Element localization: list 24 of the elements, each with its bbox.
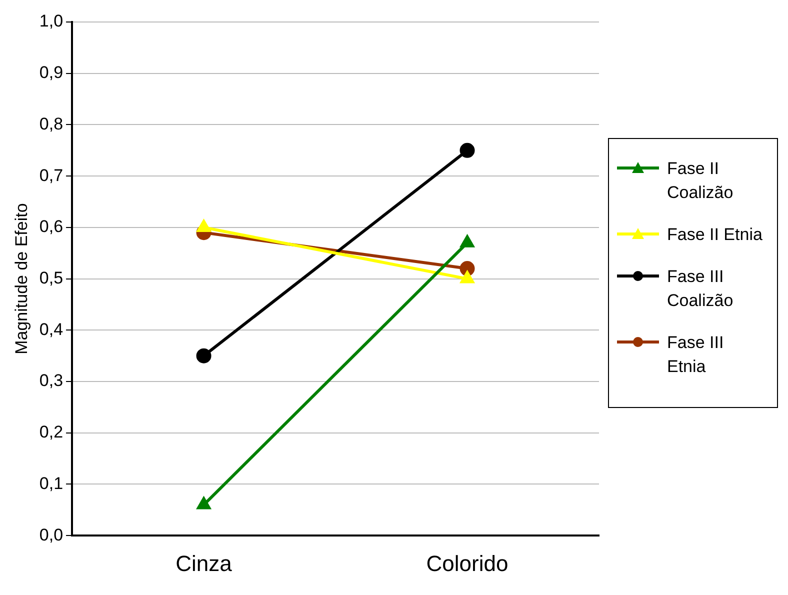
point: [196, 348, 212, 364]
point: [460, 271, 474, 284]
legend-label: Fase III Coalizão: [667, 266, 734, 312]
point: [460, 235, 474, 248]
y-tick-label: 0,8: [39, 114, 64, 134]
y-tick-label: 0,5: [39, 268, 64, 288]
y-tick-label: 1,0: [39, 12, 64, 31]
y-tick-label: 0,4: [39, 320, 64, 339]
legend-label: Fase II Etnia: [667, 224, 764, 246]
x-tick-label: Cinza: [176, 550, 233, 576]
y-tick-label: 0,9: [39, 63, 64, 82]
y-tick-label: 0,0: [39, 525, 64, 544]
x-tick-label: Colorido: [426, 550, 508, 576]
y-tick-label: 0,2: [39, 422, 64, 442]
y-tick-label: 0,7: [39, 166, 64, 185]
y-tick-label: 0,6: [39, 217, 64, 236]
y-tick-label: 0,1: [39, 474, 64, 493]
point: [197, 497, 210, 510]
legend-label: Fase III Etnia: [667, 332, 725, 378]
point: [197, 220, 210, 232]
y-axis-title: Magnitude de Efeito: [12, 203, 31, 354]
point: [460, 142, 475, 158]
y-tick-label: 0,3: [39, 371, 64, 390]
legend-label: Fase II Coalizão: [667, 158, 734, 204]
